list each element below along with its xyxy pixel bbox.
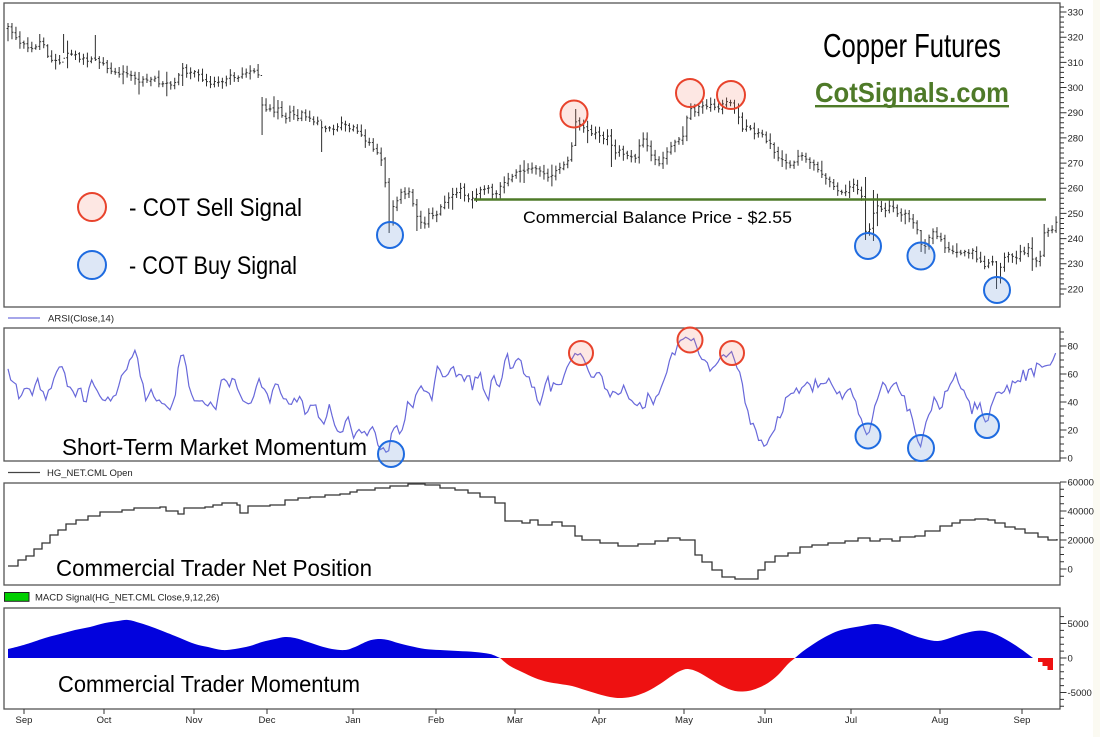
svg-text:220: 220 [1068,284,1084,295]
svg-text:Apr: Apr [592,715,607,726]
svg-text:Short-Term Market Momentum: Short-Term Market Momentum [62,434,367,460]
svg-text:40: 40 [1068,397,1079,408]
svg-text:0: 0 [1068,653,1073,664]
svg-text:20: 20 [1068,425,1079,436]
svg-text:320: 320 [1068,33,1084,44]
svg-text:300: 300 [1068,83,1084,94]
svg-text:250: 250 [1068,209,1084,220]
svg-text:Copper Futures: Copper Futures [823,27,1001,64]
svg-text:CotSignals.com: CotSignals.com [815,77,1009,108]
svg-text:280: 280 [1068,133,1084,144]
svg-text:Jul: Jul [845,715,857,726]
svg-text:May: May [675,715,693,726]
svg-text:310: 310 [1068,58,1084,69]
svg-text:230: 230 [1068,259,1084,270]
svg-text:290: 290 [1068,108,1084,119]
svg-text:260: 260 [1068,184,1084,195]
svg-text:5000: 5000 [1068,619,1089,630]
svg-text:Aug: Aug [932,715,949,726]
svg-text:0: 0 [1068,564,1073,575]
svg-text:Nov: Nov [186,715,203,726]
svg-text:- COT Sell Signal: - COT Sell Signal [129,194,302,222]
svg-text:-5000: -5000 [1068,688,1092,699]
svg-text:60000: 60000 [1068,477,1094,488]
svg-text:Feb: Feb [428,715,444,726]
svg-text:Sep: Sep [1014,715,1031,726]
svg-text:0: 0 [1068,453,1073,464]
svg-text:HG_NET.CML Open: HG_NET.CML Open [47,468,133,479]
svg-text:Sep: Sep [16,715,33,726]
svg-text:40000: 40000 [1068,506,1094,517]
svg-text:Commercial Trader Momentum: Commercial Trader Momentum [58,671,360,697]
svg-text:Commercial Balance Price - $2.: Commercial Balance Price - $2.55 [523,209,792,227]
svg-text:60: 60 [1068,369,1079,380]
svg-text:270: 270 [1068,159,1084,170]
svg-text:80: 80 [1068,341,1079,352]
svg-text:Mar: Mar [507,715,523,726]
svg-text:- COT Buy Signal: - COT Buy Signal [129,252,297,280]
svg-text:240: 240 [1068,234,1084,245]
svg-text:ARSI(Close,14): ARSI(Close,14) [48,314,114,325]
svg-text:Commercial Trader Net Position: Commercial Trader Net Position [56,555,372,581]
svg-text:Jan: Jan [345,715,360,726]
svg-text:330: 330 [1068,7,1084,18]
svg-text:20000: 20000 [1068,535,1094,546]
svg-text:Oct: Oct [97,715,112,726]
svg-text:Jun: Jun [757,715,772,726]
svg-text:MACD Signal(HG_NET.CML Close,9: MACD Signal(HG_NET.CML Close,9,12,26) [35,593,219,604]
svg-text:Dec: Dec [259,715,276,726]
